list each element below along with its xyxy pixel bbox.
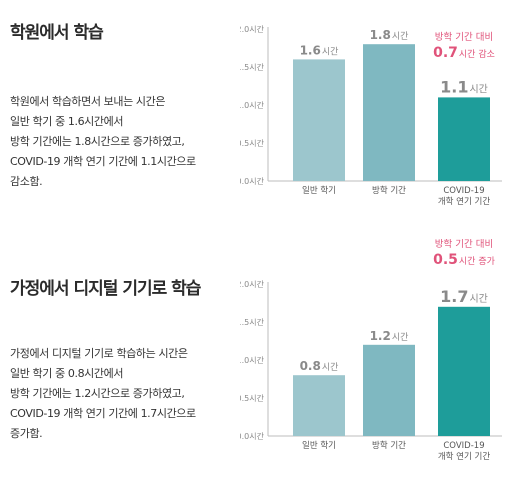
description-line: 학원에서 학습하면서 보내는 시간은 [10, 95, 166, 108]
section-description: 가정에서 디지털 기기로 학습하는 시간은 일반 학기 중 0.8시간에서 방학… [10, 344, 245, 444]
bar [293, 375, 345, 436]
data-label: 1.6시간 [300, 43, 339, 57]
section-description: 학원에서 학습하면서 보내는 시간은 일반 학기 중 1.6시간에서 방학 기간… [10, 92, 245, 192]
x-tick-label: COVID-19 [443, 441, 484, 451]
bar [293, 59, 345, 181]
section-digital-home: 가정에서 디지털 기기로 학습 가정에서 디지털 기기로 학습하는 시간은 일반… [0, 239, 512, 478]
y-tick-label: 0.0시간 [240, 176, 265, 186]
y-tick-label: 2.0시간 [240, 24, 265, 34]
description-line: COVID-19 개학 연기 기간에 1.7시간으로 [10, 407, 196, 420]
description-line: 증가함. [10, 427, 43, 440]
bar [438, 306, 490, 436]
annotation-text: 방학 기간 대비 [435, 32, 493, 43]
x-tick-label: 개학 연기 기간 [438, 451, 491, 462]
annotation-value: 0.5시간 증가 [433, 252, 495, 268]
y-tick-label: 1.5시간 [240, 317, 265, 327]
section-title: 가정에서 디지털 기기로 학습 [10, 279, 201, 299]
annotation-text: 방학 기간 대비 [435, 239, 493, 250]
y-tick-label: 1.0시간 [240, 100, 265, 110]
bar [438, 97, 490, 181]
data-label: 1.1시간 [440, 77, 488, 96]
x-tick-label: 방학 기간 [372, 185, 406, 196]
annotation-value: 0.7시간 감소 [433, 45, 495, 61]
x-tick-label: 일반 학기 [302, 440, 336, 451]
description-line: 방학 기간에는 1.2시간으로 증가하였고, [10, 387, 185, 400]
bar [363, 44, 415, 182]
description-line: COVID-19 개학 연기 기간에 1.1시간으로 [10, 155, 196, 168]
y-tick-label: 1.5시간 [240, 62, 265, 72]
description-line: 일반 학기 중 1.6시간에서 [10, 115, 124, 128]
section-title: 학원에서 학습 [10, 23, 104, 43]
y-tick-label: 0.5시간 [240, 138, 265, 148]
description-line: 일반 학기 중 0.8시간에서 [10, 367, 124, 380]
description-line: 감소함. [10, 175, 43, 188]
y-tick-label: 0.0시간 [240, 431, 265, 441]
x-tick-label: 방학 기간 [372, 440, 406, 451]
data-label: 0.8시간 [300, 359, 339, 373]
y-tick-label: 0.5시간 [240, 393, 265, 403]
description-line: 방학 기간에는 1.8시간으로 증가하였고, [10, 135, 185, 148]
bar [363, 344, 415, 436]
x-tick-label: COVID-19 [443, 186, 484, 196]
section-academy: 학원에서 학습 학원에서 학습하면서 보내는 시간은 일반 학기 중 1.6시간… [10, 23, 502, 207]
data-label: 1.2시간 [370, 329, 409, 343]
data-label: 1.7시간 [440, 287, 488, 306]
x-tick-label: 일반 학기 [302, 185, 336, 196]
y-tick-label: 2.0시간 [240, 279, 265, 289]
description-line: 가정에서 디지털 기기로 학습하는 시간은 [10, 347, 188, 360]
x-tick-label: 개학 연기 기간 [438, 196, 491, 207]
data-label: 1.8시간 [370, 28, 409, 42]
y-tick-label: 1.0시간 [240, 355, 265, 365]
